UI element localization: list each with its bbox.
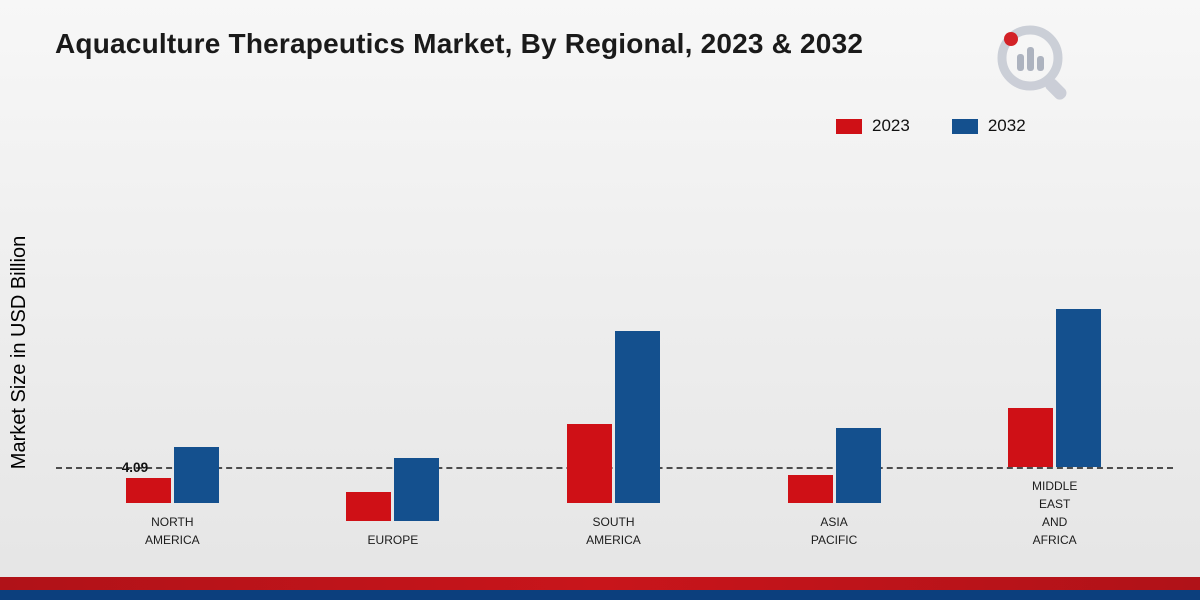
- bar-group-2: SOUTH AMERICA: [566, 203, 660, 549]
- bar-2032-0: [173, 447, 219, 503]
- bar-2032-4: [1056, 309, 1102, 467]
- footer-blue-strip: [0, 590, 1200, 600]
- bar-2023-1: [346, 492, 392, 521]
- legend-label-2023: 2023: [872, 116, 910, 135]
- category-label-1: EUROPE: [367, 533, 419, 547]
- bar-2023-4: [1008, 408, 1054, 467]
- bar-group-3: ASIA PACIFIC: [787, 203, 881, 549]
- bar-2023-2: [566, 424, 612, 503]
- bar-groups: 4.09 NORTH AMERICA EUROPE SOUTH AMERICA ASIA…: [62, 167, 1165, 549]
- bar-2023-3: [787, 475, 833, 503]
- bar-pair: [787, 203, 881, 503]
- legend-swatch-2032: [951, 118, 978, 134]
- legend-swatch-2023: [836, 118, 862, 134]
- bar-2032-2: [614, 331, 660, 503]
- bar-group-1: EUROPE: [346, 221, 440, 549]
- bar-value-label: 4.09: [121, 460, 149, 475]
- bar-2023-0: 4.09: [122, 460, 171, 503]
- brand-logo-icon: [997, 25, 1067, 100]
- legend-item-2023: 2023: [836, 116, 910, 136]
- category-label-3: ASIA PACIFIC: [810, 515, 858, 547]
- bar-pair: [346, 221, 440, 521]
- category-label-0: NORTH AMERICA: [144, 515, 200, 547]
- category-label-4: MIDDLE EAST AND AFRICA: [1032, 479, 1078, 547]
- bar-pair: [566, 203, 660, 503]
- bar-2032-1: [394, 458, 440, 521]
- legend: 2023 2032: [836, 116, 1026, 136]
- bar-2032-3: [835, 428, 881, 503]
- plot-area: 4.09 NORTH AMERICA EUROPE SOUTH AMERICA ASIA…: [56, 167, 1173, 549]
- category-label-2: SOUTH AMERICA: [586, 515, 641, 547]
- y-axis-label: Market Size in USD Billion: [8, 235, 30, 470]
- zero-baseline: [56, 467, 1173, 469]
- legend-label-2032: 2032: [987, 116, 1026, 135]
- bar-pair: 4.09: [122, 203, 219, 503]
- legend-item-2032: 2032: [951, 116, 1026, 136]
- bar-pair: [1008, 167, 1102, 467]
- brand-logo: [988, 20, 1076, 109]
- bar-group-0: 4.09 NORTH AMERICA: [122, 203, 219, 549]
- chart-title: Aquaculture Therapeutics Market, By Regi…: [55, 28, 864, 59]
- bar-group-4: MIDDLE EAST AND AFRICA: [1008, 167, 1102, 549]
- footer-red-strip: [0, 577, 1200, 590]
